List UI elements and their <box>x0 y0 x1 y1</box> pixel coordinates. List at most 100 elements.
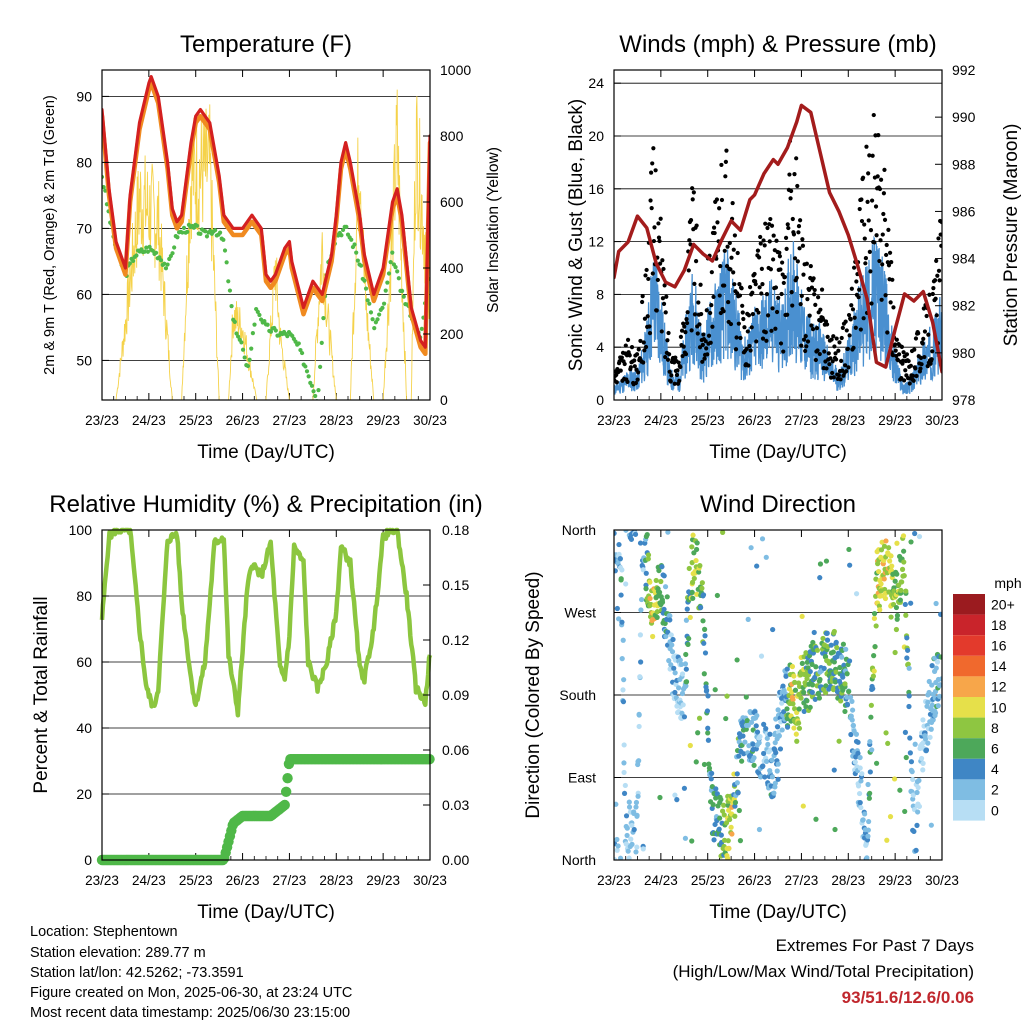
y2-tick-label: 400 <box>440 260 464 276</box>
gust-point <box>876 133 881 138</box>
gust-point <box>804 261 809 266</box>
x-tick-label: 27/23 <box>785 413 819 428</box>
gust-point <box>668 379 673 384</box>
direction-point <box>846 688 852 695</box>
gust-point <box>906 358 911 364</box>
direction-point <box>769 757 775 763</box>
gust-point <box>836 348 841 353</box>
direction-point <box>929 702 935 708</box>
direction-point <box>846 658 853 664</box>
y-tick-label: 20 <box>76 786 92 802</box>
speed-legend: mph 20+ 18 16 14 12 10 8 6 4 2 0 <box>953 575 1022 821</box>
x-tick-label: 27/23 <box>785 873 819 888</box>
gust-point <box>889 260 894 265</box>
direction-point <box>865 827 871 833</box>
direction-point <box>709 770 715 776</box>
direction-point <box>920 767 926 773</box>
dewpoint-point <box>296 341 301 346</box>
direction-point <box>637 674 643 680</box>
gust-point <box>914 373 919 379</box>
gust-point <box>893 342 898 347</box>
gust-point <box>849 286 854 291</box>
created-label: Figure created on Mon, 2025-06-30, at 23… <box>30 985 353 1001</box>
direction-point <box>718 832 724 838</box>
direction-point <box>762 774 768 780</box>
direction-point <box>701 671 707 677</box>
direction-point <box>867 739 873 745</box>
gust-point <box>921 306 926 311</box>
direction-point <box>689 579 696 585</box>
direction-point <box>754 563 760 569</box>
gust-point <box>874 233 879 238</box>
gust-point <box>730 200 735 206</box>
gust-point <box>837 340 842 345</box>
direction-point <box>906 703 912 710</box>
direction-point <box>820 635 826 642</box>
gust-point <box>747 343 752 349</box>
gust-point <box>830 359 835 364</box>
gust-point <box>789 290 794 295</box>
direction-point <box>903 588 909 594</box>
direction-point <box>839 654 845 660</box>
direction-point <box>878 581 884 587</box>
direction-point <box>636 758 642 764</box>
gust-point <box>618 368 623 373</box>
dewpoint-point <box>170 251 175 256</box>
gust-point <box>863 261 868 266</box>
dewpoint-point <box>203 229 208 234</box>
gust-point <box>922 329 928 334</box>
direction-point <box>633 849 639 855</box>
gust-point <box>875 174 880 179</box>
gust-point <box>792 256 798 261</box>
dewpoint-point <box>349 237 354 242</box>
gust-point <box>642 316 648 321</box>
direction-point <box>714 791 720 797</box>
y-tick-label: 80 <box>76 154 92 170</box>
gust-point <box>778 341 784 346</box>
pressure-line <box>614 103 942 374</box>
gust-point <box>809 285 815 290</box>
gust-point <box>852 315 857 320</box>
dewpoint-point <box>102 184 106 190</box>
direction-point <box>693 759 699 765</box>
gust-point <box>839 358 844 363</box>
direction-point <box>849 707 856 713</box>
dewpoint-point <box>390 250 395 255</box>
gust-point <box>920 341 925 346</box>
direction-point <box>713 795 719 801</box>
direction-point <box>668 662 674 668</box>
panel-4-series <box>614 530 942 860</box>
direction-point <box>622 782 628 789</box>
dewpoint-point <box>142 249 147 254</box>
direction-point <box>929 682 935 688</box>
gust-point <box>715 220 720 225</box>
gust-point <box>654 308 659 313</box>
gust-point <box>699 311 704 317</box>
direction-point <box>831 659 837 665</box>
direction-point <box>626 804 633 810</box>
direction-point <box>691 575 697 582</box>
gust-point <box>783 235 789 240</box>
direction-point <box>868 702 874 708</box>
direction-point <box>713 786 719 792</box>
direction-point <box>888 553 894 559</box>
dewpoint-point <box>162 261 167 266</box>
direction-point <box>763 758 770 764</box>
dewpoint-point <box>355 258 360 263</box>
gust-point <box>731 247 736 252</box>
gust-point <box>655 277 660 283</box>
gust-point <box>859 218 865 224</box>
dewpoint-point <box>226 279 231 284</box>
gust-point <box>646 276 651 282</box>
dewpoint-point <box>134 253 139 258</box>
direction-point <box>662 620 668 626</box>
direction-point <box>718 796 724 803</box>
gust-point <box>805 297 810 302</box>
direction-point <box>712 687 718 693</box>
gust-point <box>799 343 804 348</box>
gust-point <box>849 303 854 308</box>
gust-point <box>813 302 818 307</box>
legend-swatch <box>953 676 985 697</box>
y-tick-label: 100 <box>69 522 93 538</box>
direction-point <box>618 576 624 582</box>
